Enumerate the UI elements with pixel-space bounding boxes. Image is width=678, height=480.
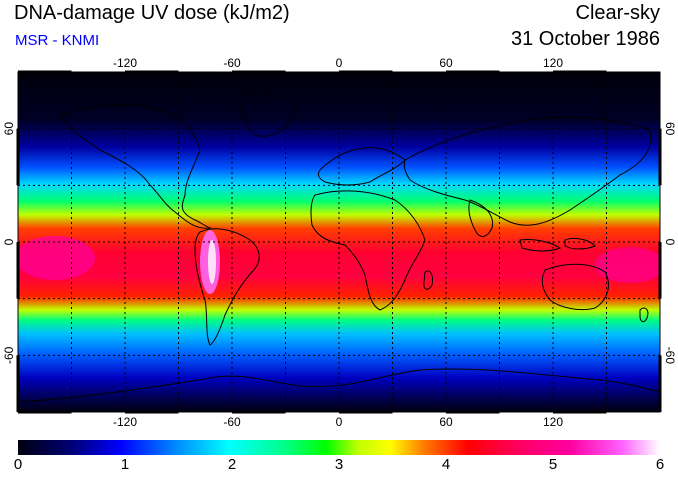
lat-tick-label: -60: [663, 347, 677, 365]
lat-labels-right: 60 0 -60: [663, 122, 677, 364]
lon-tick-label: 120: [543, 415, 563, 429]
lat-tick-label: 60: [2, 122, 16, 136]
grid-lines: [18, 72, 660, 412]
colorbar-tick-label: 6: [655, 456, 665, 473]
colorbar-tick-label: 3: [334, 456, 344, 473]
lon-tick-label: -120: [113, 415, 137, 429]
colorbar: [18, 440, 660, 455]
map-title: DNA-damage UV dose (kJ/m2): [14, 2, 290, 24]
lon-tick-label: -60: [223, 56, 241, 70]
lon-labels-bottom: -120 -60 0 60 120: [113, 415, 563, 429]
colorbar-tick-label: 4: [441, 456, 451, 473]
lon-tick-label: 0: [336, 56, 343, 70]
antarctica-coast: [18, 368, 660, 403]
lat-tick-label: -60: [2, 346, 16, 364]
lat-labels-left: 60 0 -60: [2, 122, 16, 364]
lon-tick-label: 60: [439, 415, 453, 429]
frame-ticks: [16, 70, 662, 414]
lon-tick-label: 60: [439, 56, 453, 70]
colorbar-tick-label: 0: [13, 456, 23, 473]
source-label: MSR - KNMI: [15, 32, 100, 49]
lon-tick-label: -120: [113, 56, 137, 70]
lat-tick-label: 0: [2, 238, 16, 245]
lon-tick-label: 0: [336, 415, 343, 429]
colorbar-tick-label: 2: [227, 456, 237, 473]
date-label: 31 October 1986: [511, 28, 660, 50]
colorbar-tick-label: 1: [120, 456, 130, 473]
sky-condition-label: Clear-sky: [575, 2, 660, 24]
colorbar-tick-label: 5: [548, 456, 558, 473]
lon-labels-top: -120 -60 0 60 120: [113, 56, 563, 70]
coastlines: [59, 92, 652, 346]
lon-tick-label: 120: [543, 56, 563, 70]
lat-tick-label: 0: [663, 239, 677, 246]
lon-tick-label: -60: [223, 415, 241, 429]
pacific-high-dose: [18, 236, 95, 280]
lat-tick-label: 60: [663, 122, 677, 136]
